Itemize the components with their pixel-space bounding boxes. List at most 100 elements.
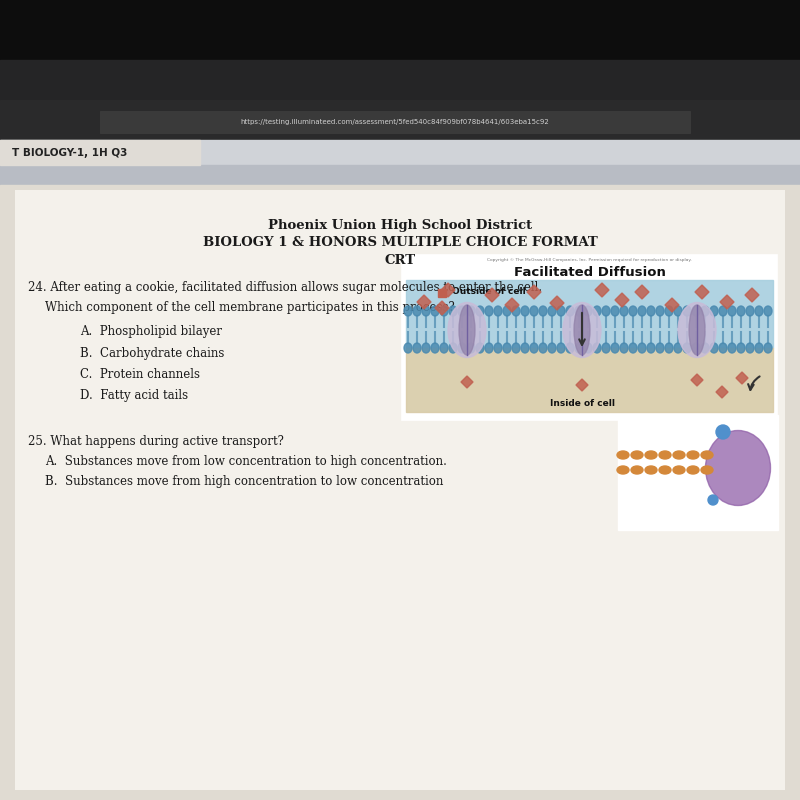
Ellipse shape — [673, 466, 685, 474]
Ellipse shape — [674, 343, 682, 353]
Polygon shape — [716, 386, 728, 398]
Ellipse shape — [737, 343, 745, 353]
Text: D.  Fatty acid tails: D. Fatty acid tails — [80, 389, 188, 402]
Ellipse shape — [440, 306, 448, 316]
Ellipse shape — [678, 302, 716, 358]
Polygon shape — [461, 376, 473, 388]
Ellipse shape — [645, 466, 657, 474]
Ellipse shape — [593, 343, 601, 353]
Polygon shape — [745, 288, 759, 302]
Bar — [0, 60, 800, 100]
Text: B.  Substances move from high concentration to low concentration: B. Substances move from high concentrati… — [45, 475, 443, 489]
Ellipse shape — [563, 302, 601, 358]
Ellipse shape — [566, 343, 574, 353]
Bar — [0, 140, 200, 165]
Text: CRT: CRT — [385, 254, 415, 266]
Polygon shape — [417, 295, 431, 309]
Ellipse shape — [539, 343, 547, 353]
Text: A.  Phospholipid bilayer: A. Phospholipid bilayer — [80, 326, 222, 338]
Ellipse shape — [611, 343, 619, 353]
Polygon shape — [550, 296, 564, 310]
Ellipse shape — [728, 343, 736, 353]
Polygon shape — [441, 283, 455, 297]
Polygon shape — [720, 295, 734, 309]
Ellipse shape — [459, 305, 475, 355]
Ellipse shape — [521, 306, 529, 316]
Ellipse shape — [687, 451, 699, 459]
Ellipse shape — [467, 343, 475, 353]
Ellipse shape — [737, 306, 745, 316]
Text: Facilitated Diffusion: Facilitated Diffusion — [514, 266, 666, 278]
Ellipse shape — [620, 306, 628, 316]
Ellipse shape — [701, 466, 713, 474]
Bar — [406, 280, 773, 348]
Ellipse shape — [719, 343, 727, 353]
Ellipse shape — [431, 306, 439, 316]
Text: Outside of cell: Outside of cell — [452, 287, 526, 297]
Ellipse shape — [467, 306, 475, 316]
Ellipse shape — [656, 343, 664, 353]
Ellipse shape — [530, 306, 538, 316]
Ellipse shape — [602, 343, 610, 353]
Ellipse shape — [602, 306, 610, 316]
Ellipse shape — [431, 343, 439, 353]
Polygon shape — [736, 372, 748, 384]
Polygon shape — [505, 298, 519, 312]
Ellipse shape — [701, 451, 713, 459]
Ellipse shape — [458, 306, 466, 316]
Ellipse shape — [440, 343, 448, 353]
Ellipse shape — [629, 306, 637, 316]
Ellipse shape — [557, 306, 565, 316]
Ellipse shape — [575, 343, 583, 353]
Bar — [0, 165, 800, 185]
Ellipse shape — [530, 343, 538, 353]
Ellipse shape — [449, 306, 457, 316]
Text: 24. After eating a cookie, facilitated diffusion allows sugar molecules to enter: 24. After eating a cookie, facilitated d… — [28, 282, 542, 294]
Ellipse shape — [687, 466, 699, 474]
Polygon shape — [615, 293, 629, 307]
Ellipse shape — [673, 451, 685, 459]
Ellipse shape — [503, 343, 511, 353]
Ellipse shape — [404, 343, 412, 353]
Ellipse shape — [719, 306, 727, 316]
Ellipse shape — [512, 306, 520, 316]
Ellipse shape — [674, 306, 682, 316]
Bar — [0, 185, 800, 800]
Bar — [402, 255, 777, 420]
Circle shape — [716, 425, 730, 439]
Ellipse shape — [629, 343, 637, 353]
Ellipse shape — [485, 343, 493, 353]
Ellipse shape — [656, 306, 664, 316]
Ellipse shape — [617, 466, 629, 474]
Ellipse shape — [557, 343, 565, 353]
Ellipse shape — [755, 306, 763, 316]
Bar — [100, 111, 690, 133]
Ellipse shape — [617, 451, 629, 459]
Ellipse shape — [683, 306, 691, 316]
Circle shape — [708, 495, 718, 505]
Text: Copyright © The McGraw-Hill Companies, Inc. Permission required for reproduction: Copyright © The McGraw-Hill Companies, I… — [487, 258, 692, 262]
Ellipse shape — [631, 451, 643, 459]
Ellipse shape — [494, 306, 502, 316]
Text: Phoenix Union High School District: Phoenix Union High School District — [268, 218, 532, 231]
Bar — [0, 100, 800, 140]
Ellipse shape — [665, 343, 673, 353]
Ellipse shape — [647, 306, 655, 316]
Ellipse shape — [458, 343, 466, 353]
Ellipse shape — [638, 306, 646, 316]
Text: C.  Protein channels: C. Protein channels — [80, 367, 200, 381]
Ellipse shape — [683, 343, 691, 353]
Ellipse shape — [746, 343, 754, 353]
Text: Which component of the cell membrane participates in this process?: Which component of the cell membrane par… — [45, 302, 454, 314]
Ellipse shape — [620, 343, 628, 353]
Text: https://testing.illuminateed.com/assessment/5fed540c84f909bf078b4641/603eba15c92: https://testing.illuminateed.com/assessm… — [241, 119, 550, 125]
Polygon shape — [435, 301, 449, 315]
Polygon shape — [576, 379, 588, 391]
Ellipse shape — [413, 343, 421, 353]
Ellipse shape — [413, 306, 421, 316]
Ellipse shape — [611, 306, 619, 316]
Bar — [0, 140, 800, 165]
Polygon shape — [691, 374, 703, 386]
Polygon shape — [485, 288, 499, 302]
Ellipse shape — [593, 306, 601, 316]
